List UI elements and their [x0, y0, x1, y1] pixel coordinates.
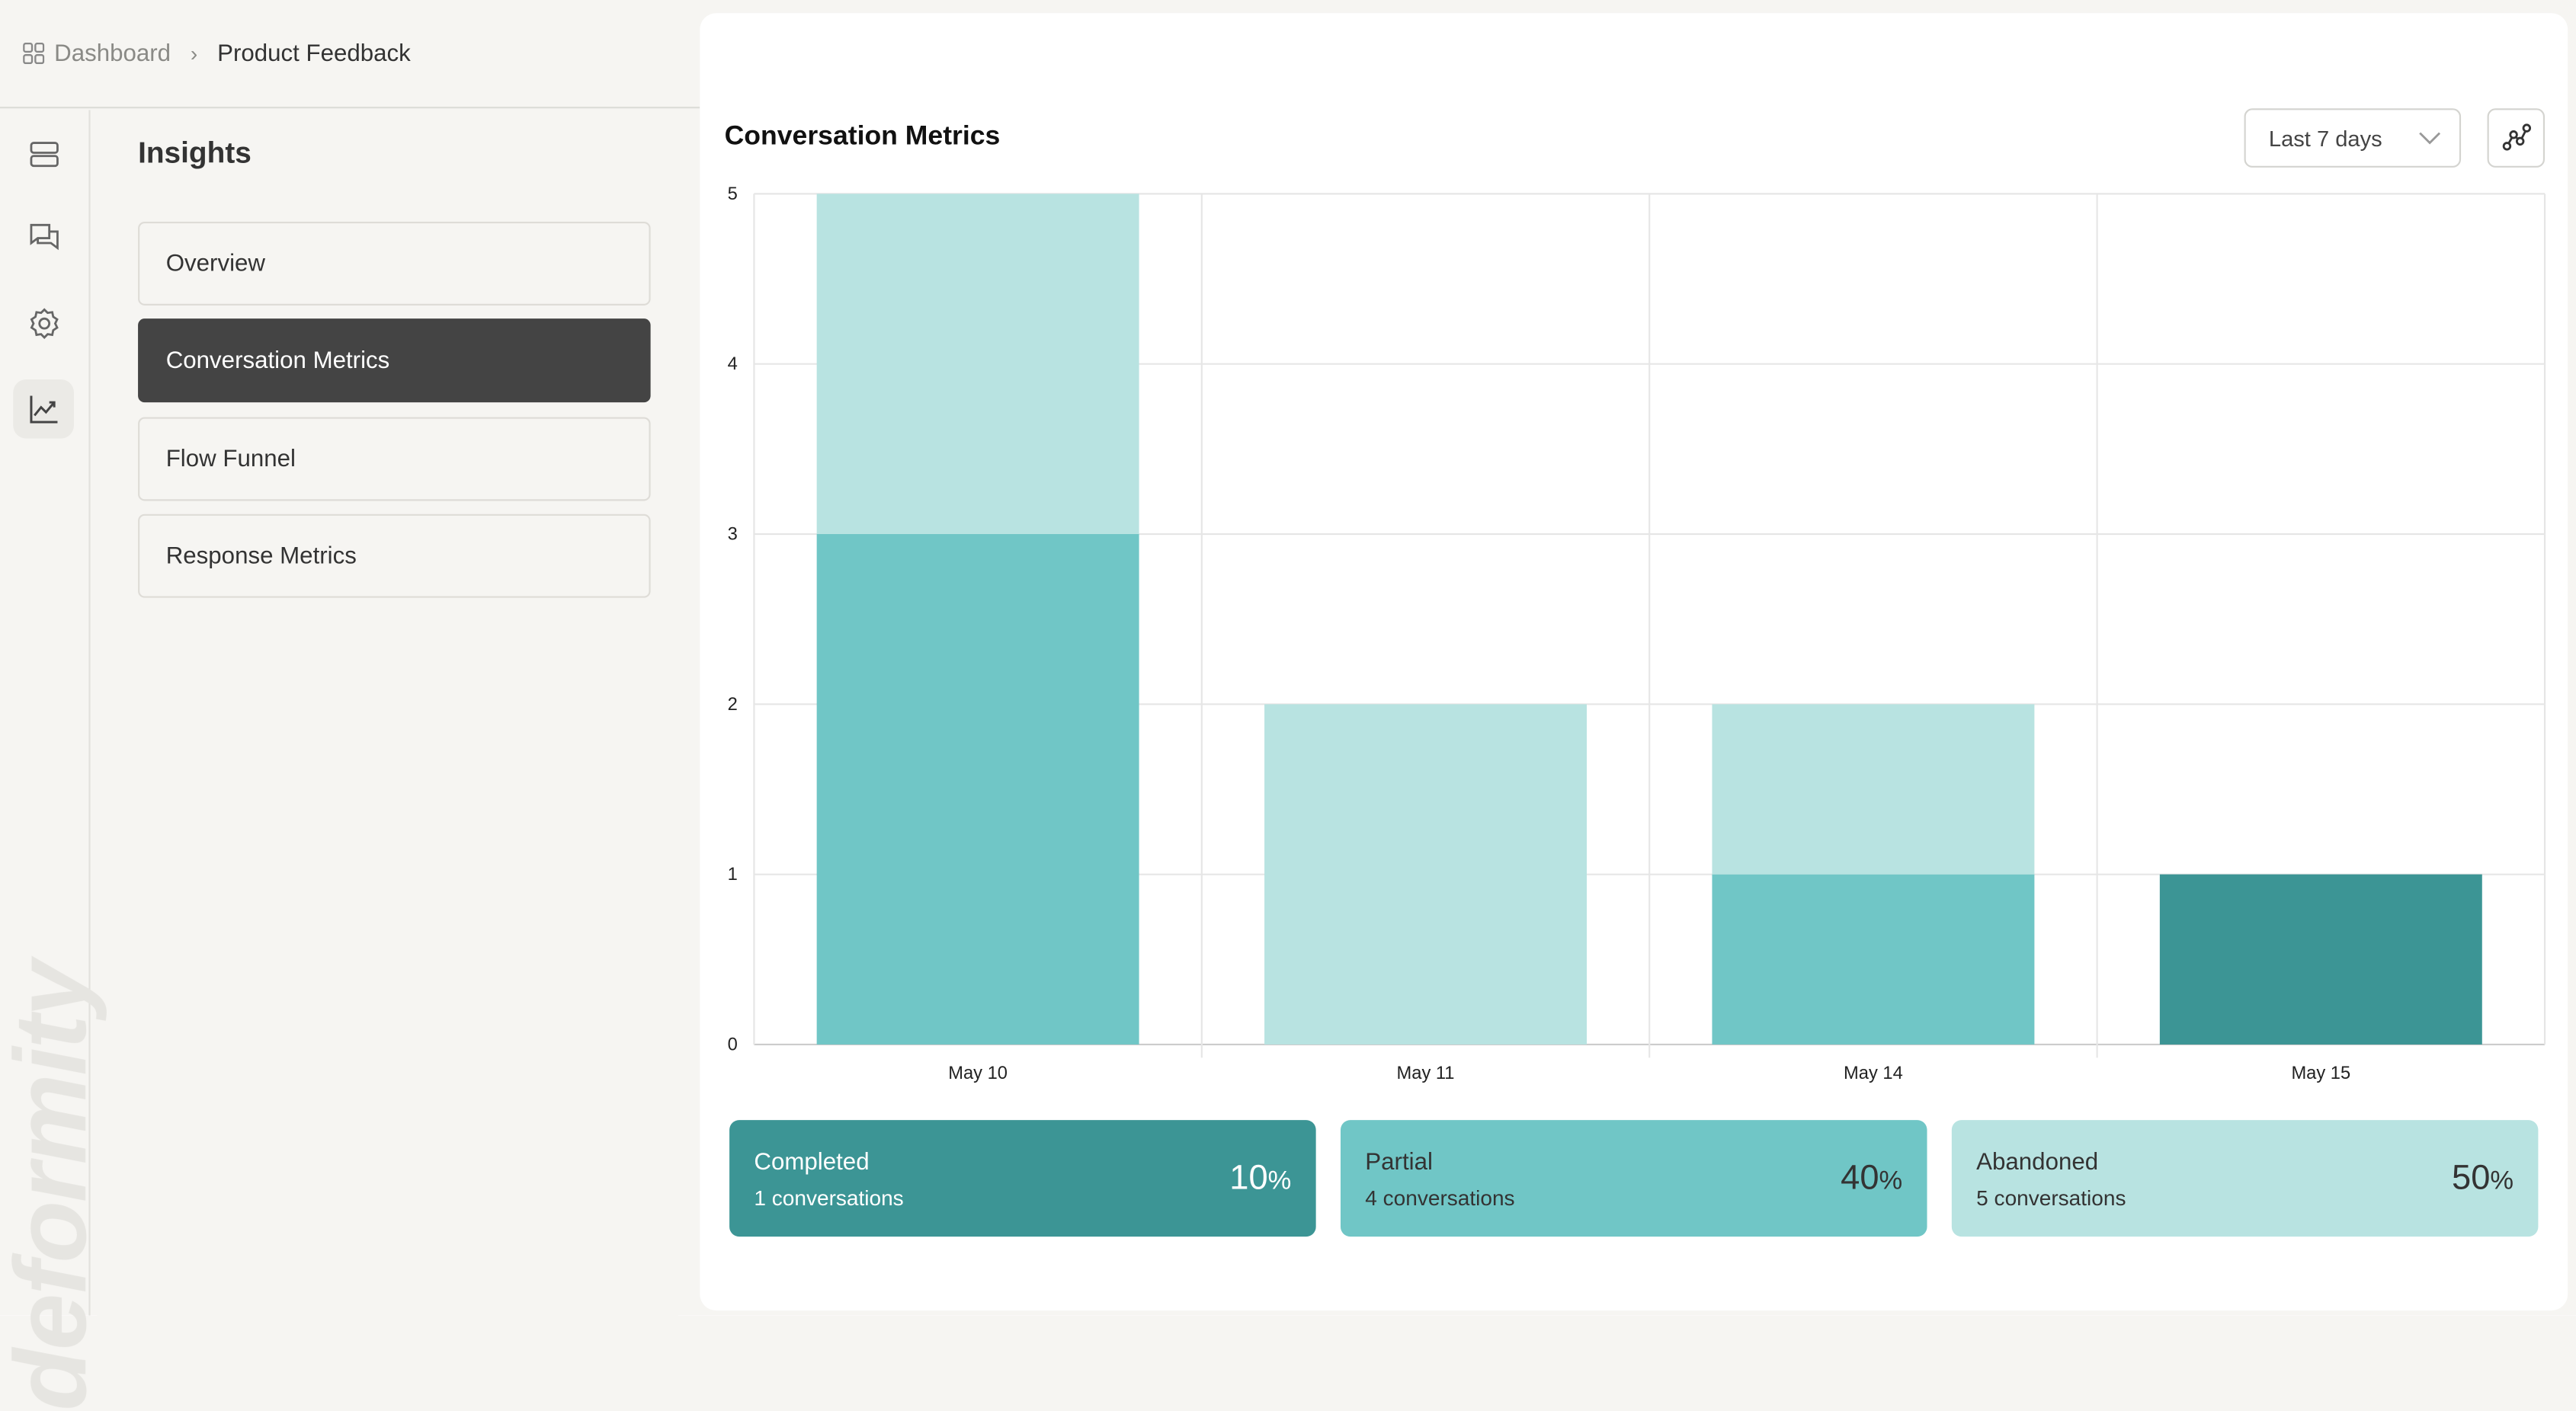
layout-rows-icon: [29, 142, 58, 168]
nav-item-conversation-metrics[interactable]: Conversation Metrics: [138, 318, 651, 403]
breadcrumb: Dashboard › Product Feedback: [0, 0, 700, 109]
summary-percent: 50%: [2452, 1160, 2514, 1199]
summary-card-abandoned: Abandoned 5 conversations 50%: [1951, 1120, 2539, 1237]
deformity-logo: deformity: [0, 961, 109, 1411]
x-tick-label: May 14: [1844, 1064, 1903, 1083]
summary-card-completed: Completed 1 conversations 10%: [729, 1120, 1316, 1237]
nav-item-overview[interactable]: Overview: [138, 222, 651, 306]
x-tick-label: May 10: [948, 1064, 1008, 1083]
date-range-select[interactable]: Last 7 days: [2244, 108, 2462, 168]
grid-icon: [23, 43, 45, 65]
summary-percent: 10%: [1229, 1160, 1291, 1199]
chevron-right-icon: ›: [190, 40, 198, 66]
chart-line-icon: [29, 395, 57, 424]
x-tick-label: May 11: [1397, 1064, 1455, 1083]
breadcrumb-current: Product Feedback: [217, 40, 411, 67]
gear-icon: [29, 308, 58, 339]
rail-conversations-button[interactable]: [13, 209, 74, 268]
page-title: Conversation Metrics: [724, 121, 1001, 152]
x-tick-label: May 15: [2291, 1064, 2350, 1083]
nav-title: Insights: [138, 136, 252, 170]
summary-label: Completed: [754, 1149, 870, 1176]
rail-insights-button[interactable]: [13, 379, 75, 439]
y-tick-label: 2: [728, 695, 738, 715]
summary-percent: 40%: [1841, 1160, 1902, 1199]
y-tick-label: 0: [728, 1035, 738, 1055]
stacked-bar-chart: 0 1 2 3 4 5 May 10 May 11 May 14 May 15: [728, 184, 2546, 1083]
bar-partial: [1712, 874, 2035, 1045]
rail-layout-button[interactable]: [13, 125, 74, 184]
summary-percent-unit: %: [1267, 1167, 1292, 1196]
summary-percent-unit: %: [1879, 1167, 1903, 1196]
summary-count: 5 conversations: [1976, 1185, 2126, 1211]
bar-abandoned: [1712, 704, 2035, 875]
bar-partial: [816, 534, 1139, 1045]
bar-abandoned: [1264, 704, 1587, 1045]
date-range-value: Last 7 days: [2268, 125, 2382, 151]
summary-label: Partial: [1365, 1149, 1433, 1176]
line-chart-nodes-icon: [2501, 123, 2530, 151]
icon-rail: deformity: [0, 110, 108, 1411]
summary-percent-value: 10: [1229, 1159, 1268, 1198]
summary-card-partial: Partial 4 conversations 40%: [1340, 1120, 1927, 1237]
y-tick-label: 4: [728, 354, 738, 374]
summary-percent-value: 50: [2452, 1159, 2491, 1198]
bar-completed: [2159, 874, 2482, 1045]
summary-count: 4 conversations: [1365, 1185, 1515, 1211]
y-tick-label: 3: [728, 525, 738, 545]
nav-item-flow-funnel[interactable]: Flow Funnel: [138, 417, 651, 501]
chat-icon: [29, 223, 58, 251]
y-tick-label: 5: [728, 184, 738, 204]
bar-abandoned: [816, 194, 1139, 535]
nav-item-response-metrics[interactable]: Response Metrics: [138, 514, 651, 598]
summary-percent-value: 40: [1841, 1159, 1879, 1198]
breadcrumb-dashboard-link[interactable]: Dashboard: [54, 40, 171, 67]
summary-label: Abandoned: [1976, 1149, 2099, 1176]
chevron-down-icon: [2419, 132, 2441, 145]
summary-count: 1 conversations: [754, 1185, 904, 1211]
main-panel: Conversation Metrics Last 7 days 0 1 2 3 4 5 M…: [700, 13, 2568, 1311]
rail-settings-button[interactable]: [13, 294, 74, 354]
y-tick-label: 1: [728, 865, 738, 885]
chart-type-button[interactable]: [2487, 108, 2546, 168]
summary-percent-unit: %: [2490, 1167, 2514, 1196]
